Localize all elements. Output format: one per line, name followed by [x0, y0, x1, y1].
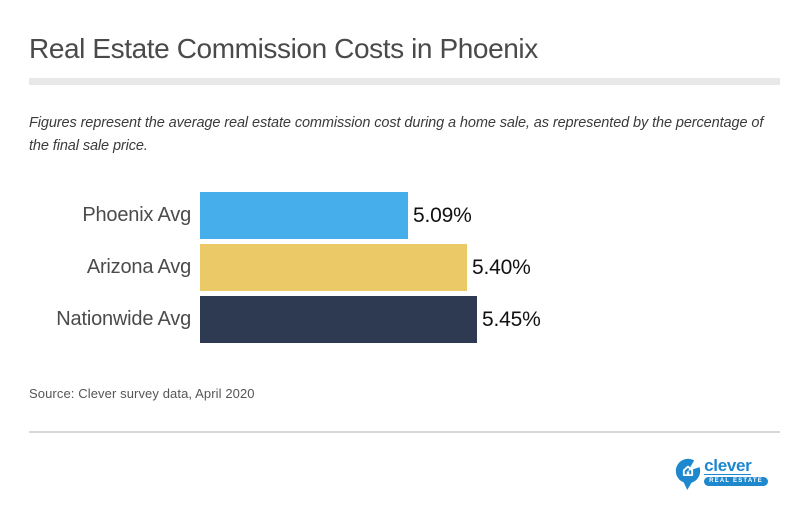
bar-nationwide-avg [200, 296, 477, 344]
source-note: Source: Clever survey data, April 2020 [29, 386, 255, 402]
page-title: Real Estate Commission Costs in Phoenix [29, 33, 538, 64]
logo-wordmark: clever [704, 456, 752, 476]
bar-phoenix-avg [200, 192, 408, 240]
bar-row: Nationwide Avg 5.45% [29, 296, 781, 344]
category-label: Phoenix Avg [82, 204, 191, 227]
value-label: 5.45% [482, 307, 541, 331]
infographic-card: Real Estate Commission Costs in Phoenix … [0, 33, 810, 491]
bar-row: Phoenix Avg 5.09% [29, 192, 781, 240]
category-label: Arizona Avg [86, 256, 191, 279]
logo-tagline: REAL ESTATE [704, 476, 768, 486]
bar-row: Arizona Avg 5.40% [29, 244, 781, 292]
title-divider [29, 78, 780, 86]
bar-chart: Phoenix Avg 5.09% Arizona Avg 5.40% Nationwi… [29, 192, 781, 344]
footer-divider [29, 431, 780, 434]
value-label: 5.40% [472, 255, 531, 279]
category-label: Nationwide Avg [56, 308, 191, 331]
clever-pin-icon [675, 458, 702, 491]
logo-text: clever REAL ESTATE [704, 456, 768, 486]
bar-arizona-avg [200, 244, 467, 292]
logo-row: clever REAL ESTATE [29, 456, 781, 491]
chart-subtitle: Figures represent the average real estat… [29, 115, 764, 155]
value-label: 5.09% [413, 203, 472, 227]
clever-logo: clever REAL ESTATE [675, 456, 768, 491]
